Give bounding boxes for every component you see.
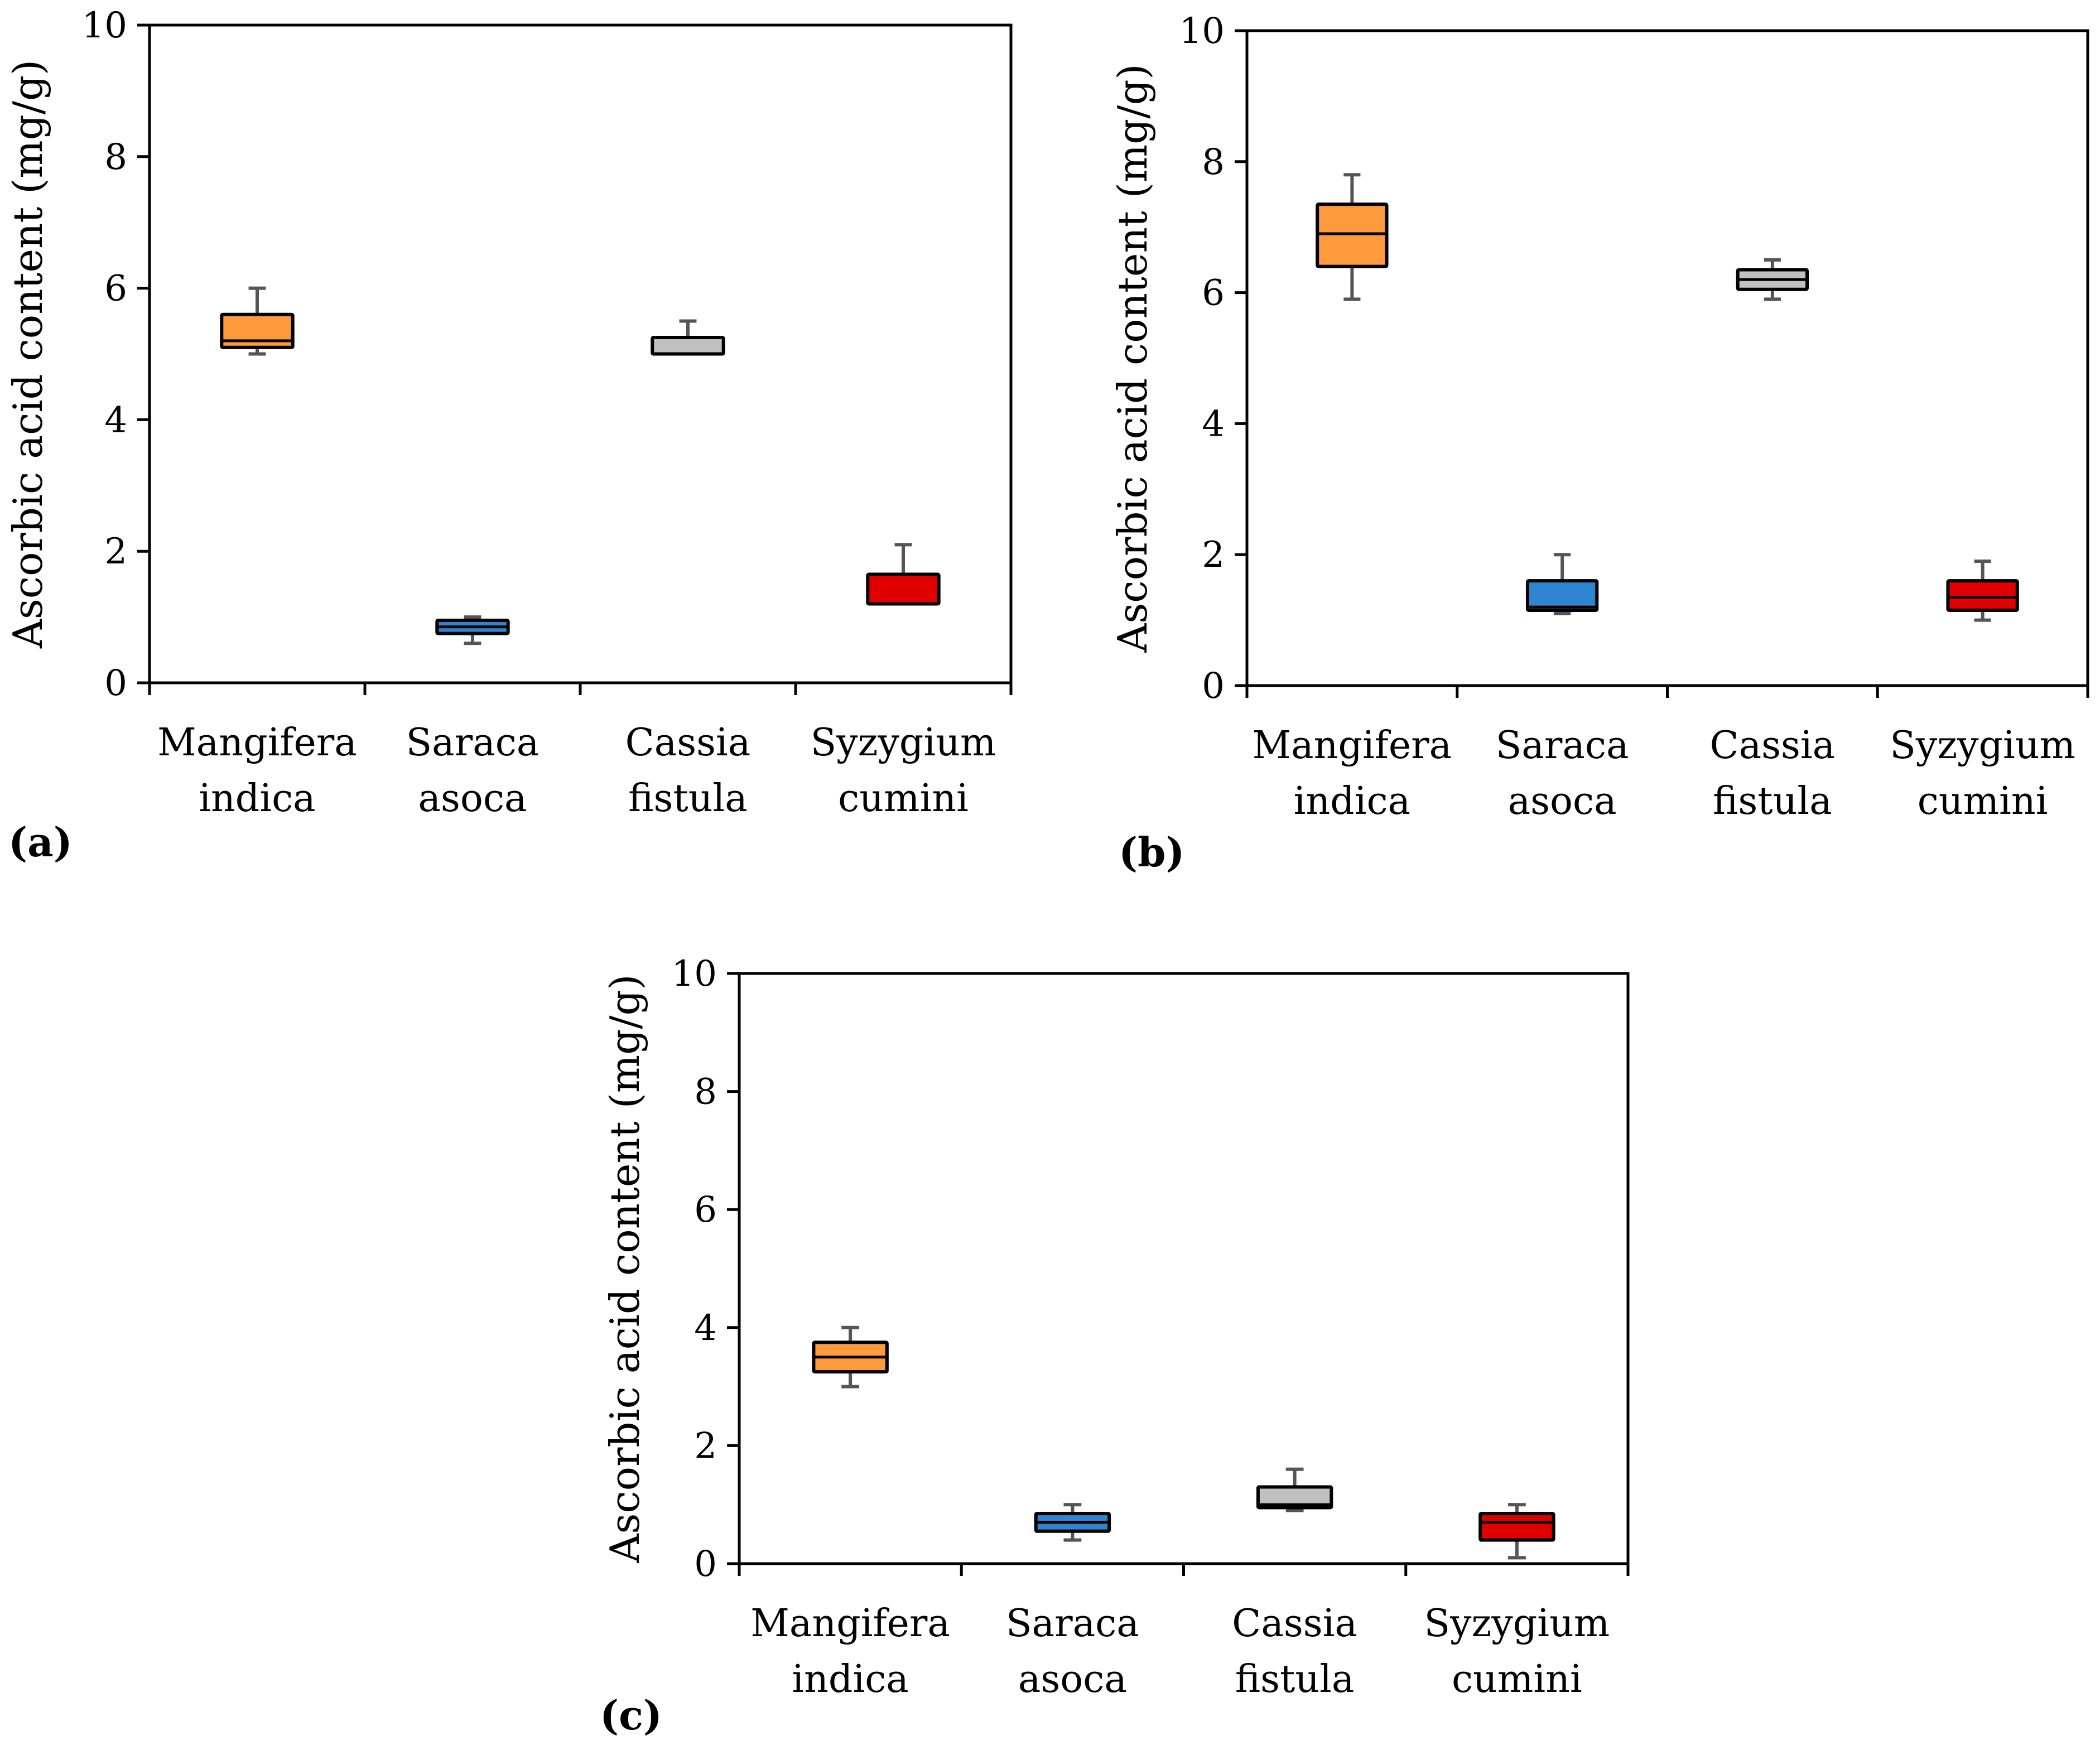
x-category-label: Saraca [1006, 1602, 1139, 1646]
box-mangifera [220, 286, 295, 356]
x-category-label: indica [1294, 779, 1410, 823]
y-tick-label: 10 [672, 953, 717, 995]
x-category-label: Saraca [1496, 724, 1629, 768]
x-category-label: indica [199, 777, 315, 821]
y-axis-title: Ascorbic acid content (mg/g) [1109, 64, 1156, 653]
y-tick-label: 2 [1202, 534, 1225, 576]
x-category-label: Mangifera [750, 1602, 950, 1646]
y-tick-label: 4 [104, 399, 127, 441]
x-category-label: cumini [1918, 779, 2048, 823]
panel-label: (c) [600, 1691, 662, 1739]
box-saraca [435, 615, 510, 645]
x-category-label: Cassia [625, 721, 751, 765]
x-category-label: fistula [1713, 779, 1832, 823]
y-tick-label: 0 [694, 1544, 717, 1585]
chart-panel-c: 0 2 4 6 8 10 Ascorbic acid content (mg/g) Mangi… [600, 953, 1630, 1739]
y-tick-label: 4 [1202, 403, 1225, 445]
x-category-label: cumini [1452, 1657, 1582, 1701]
y-tick-label: 0 [104, 663, 127, 704]
y-axis-title: Ascorbic acid content (mg/g) [4, 60, 51, 649]
x-category-label: cumini [838, 777, 969, 821]
y-tick-label: 2 [104, 531, 127, 572]
box-body [1946, 579, 2019, 612]
x-category-label: fistula [628, 777, 748, 821]
chart-panel-b: 0 2 4 6 8 10 Ascorbic acid content (mg/g) Mangi… [1109, 11, 2089, 876]
box-saraca [1034, 1503, 1111, 1542]
y-tick-label: 2 [694, 1425, 717, 1467]
box-syzygium [1946, 559, 2019, 622]
box-syzygium [1478, 1503, 1555, 1560]
x-category-label: Syzygium [811, 721, 996, 765]
y-tick-label: 8 [104, 137, 127, 178]
x-category-label: fistula [1235, 1657, 1355, 1701]
plot-frame [738, 972, 1630, 1565]
y-axis-title: Ascorbic acid content (mg/g) [601, 974, 648, 1563]
panel-label: (a) [8, 818, 73, 866]
box-mangifera [812, 1325, 889, 1388]
x-category-label: Mangifera [1253, 724, 1452, 768]
box-cassia [1256, 1467, 1333, 1512]
box-body [1525, 579, 1599, 612]
box-body [220, 312, 295, 349]
x-category-label: Syzygium [1890, 724, 2075, 768]
y-tick-label: 6 [104, 268, 127, 310]
box-body [651, 336, 725, 356]
y-tick-label: 10 [82, 5, 127, 46]
y-tick-label: 8 [694, 1072, 717, 1113]
box-cassia [651, 319, 725, 356]
box-saraca [1525, 553, 1599, 615]
y-tick-label: 8 [1202, 142, 1225, 183]
x-category-label: Cassia [1232, 1602, 1357, 1646]
box-body [1478, 1512, 1555, 1542]
y-tick-label: 0 [1202, 666, 1225, 707]
x-category-label: asoca [1018, 1657, 1127, 1701]
x-category-label: Mangifera [157, 721, 357, 765]
x-category-label: asoca [1508, 779, 1617, 823]
box-syzygium [866, 543, 941, 606]
x-category-label: Syzygium [1424, 1602, 1610, 1646]
box-body [1316, 202, 1389, 268]
box-body [1256, 1485, 1333, 1510]
x-category-label: indica [792, 1657, 908, 1701]
x-category-label: asoca [418, 777, 527, 821]
panel-label: (b) [1119, 828, 1184, 876]
box-mangifera [1316, 173, 1389, 301]
box-cassia [1736, 258, 1809, 301]
chart-panel-a: 0 2 4 6 8 10 Ascorbic acid content (mg/g) Mangi… [4, 5, 1013, 866]
y-tick-label: 6 [694, 1189, 717, 1231]
y-tick-label: 6 [1202, 273, 1225, 314]
y-tick-label: 4 [694, 1308, 717, 1349]
x-category-label: Cassia [1710, 724, 1836, 768]
box-body [866, 572, 941, 606]
x-category-label: Saraca [406, 721, 540, 765]
y-tick-label: 10 [1179, 11, 1225, 52]
